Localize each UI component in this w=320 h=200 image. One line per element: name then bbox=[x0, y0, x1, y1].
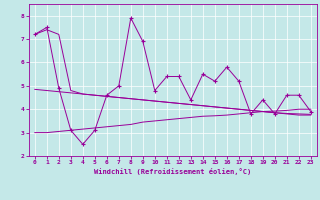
X-axis label: Windchill (Refroidissement éolien,°C): Windchill (Refroidissement éolien,°C) bbox=[94, 168, 252, 175]
